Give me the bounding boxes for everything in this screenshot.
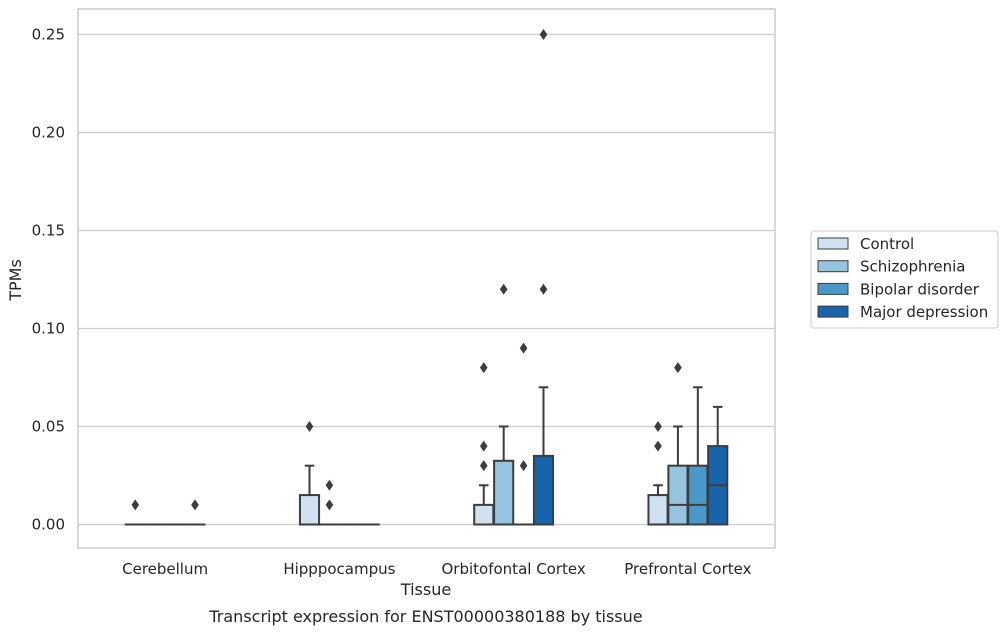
y-tick-label: 0.10 xyxy=(32,319,65,337)
outlier-point xyxy=(519,460,528,472)
box-major-depression xyxy=(184,499,206,526)
outlier-point xyxy=(654,440,662,452)
legend-swatch xyxy=(817,305,849,318)
box-body xyxy=(298,494,321,526)
outlier-point xyxy=(479,440,488,452)
x-tick-label: Hipppocampus xyxy=(283,560,395,578)
box-control xyxy=(124,499,146,526)
box-major-depression xyxy=(707,405,729,526)
outlier-point xyxy=(305,420,314,432)
box-schizophrenia xyxy=(493,283,515,526)
y-axis-ticks: 0.00 0.05 0.10 0.15 0.20 0.25 xyxy=(32,25,65,533)
legend-frame xyxy=(810,230,999,329)
x-tick-label: Orbitofontal Cortex xyxy=(442,560,586,578)
outlier-point xyxy=(131,499,140,511)
outlier-point xyxy=(499,283,508,295)
legend-label: Control xyxy=(860,235,914,253)
outlier-point xyxy=(539,283,548,295)
box-body xyxy=(532,454,555,526)
box-control xyxy=(298,420,321,526)
legend: Control Schizophrenia Bipolar disorder Majo… xyxy=(810,230,999,329)
box-body xyxy=(687,464,709,526)
box-body xyxy=(493,459,515,526)
outlier-point xyxy=(674,362,682,374)
grid-lines xyxy=(78,33,775,526)
box-body xyxy=(647,494,669,526)
y-tick-label: 0.15 xyxy=(32,221,65,239)
y-tick-label: 0.20 xyxy=(32,123,65,141)
legend-swatch xyxy=(817,282,849,295)
legend-swatch xyxy=(817,260,849,273)
x-tick-label: Prefrontal Cortex xyxy=(624,560,751,578)
outlier-point xyxy=(539,28,548,40)
legend-label: Bipolar disorder xyxy=(860,280,980,298)
box-bipolar-disorder xyxy=(687,386,709,526)
box-body xyxy=(667,464,689,526)
legend-swatch xyxy=(817,237,849,250)
outlier-point xyxy=(654,420,662,432)
box-plot-boxes xyxy=(124,28,729,526)
y-axis-title: TPMs xyxy=(6,259,25,302)
outlier-point xyxy=(325,499,334,511)
x-axis-title: Tissue xyxy=(400,580,451,599)
plot-frame xyxy=(77,8,776,549)
legend-label: Major depression xyxy=(860,303,988,321)
chart-caption: Transcript expression for ENST0000038018… xyxy=(208,607,642,626)
legend-label: Schizophrenia xyxy=(860,258,965,276)
box-control xyxy=(647,420,669,526)
outlier-point xyxy=(519,342,528,354)
outlier-point xyxy=(479,460,488,472)
box-control xyxy=(473,362,495,526)
y-tick-label: 0.25 xyxy=(32,25,65,43)
x-tick-label: Cerebellum xyxy=(122,560,208,578)
box-schizophrenia xyxy=(667,362,689,526)
box-major-depression xyxy=(532,28,555,526)
y-tick-label: 0.05 xyxy=(32,417,65,435)
box-schizophrenia xyxy=(318,479,340,526)
outlier-point xyxy=(191,499,199,511)
box-body xyxy=(473,503,495,526)
outlier-point xyxy=(479,362,488,374)
outlier-point xyxy=(325,479,334,491)
x-axis-ticks: Cerebellum Hipppocampus Orbitofontal Corte… xyxy=(122,560,751,578)
box-bipolar-disorder xyxy=(513,342,535,526)
y-tick-label: 0.00 xyxy=(32,515,65,533)
